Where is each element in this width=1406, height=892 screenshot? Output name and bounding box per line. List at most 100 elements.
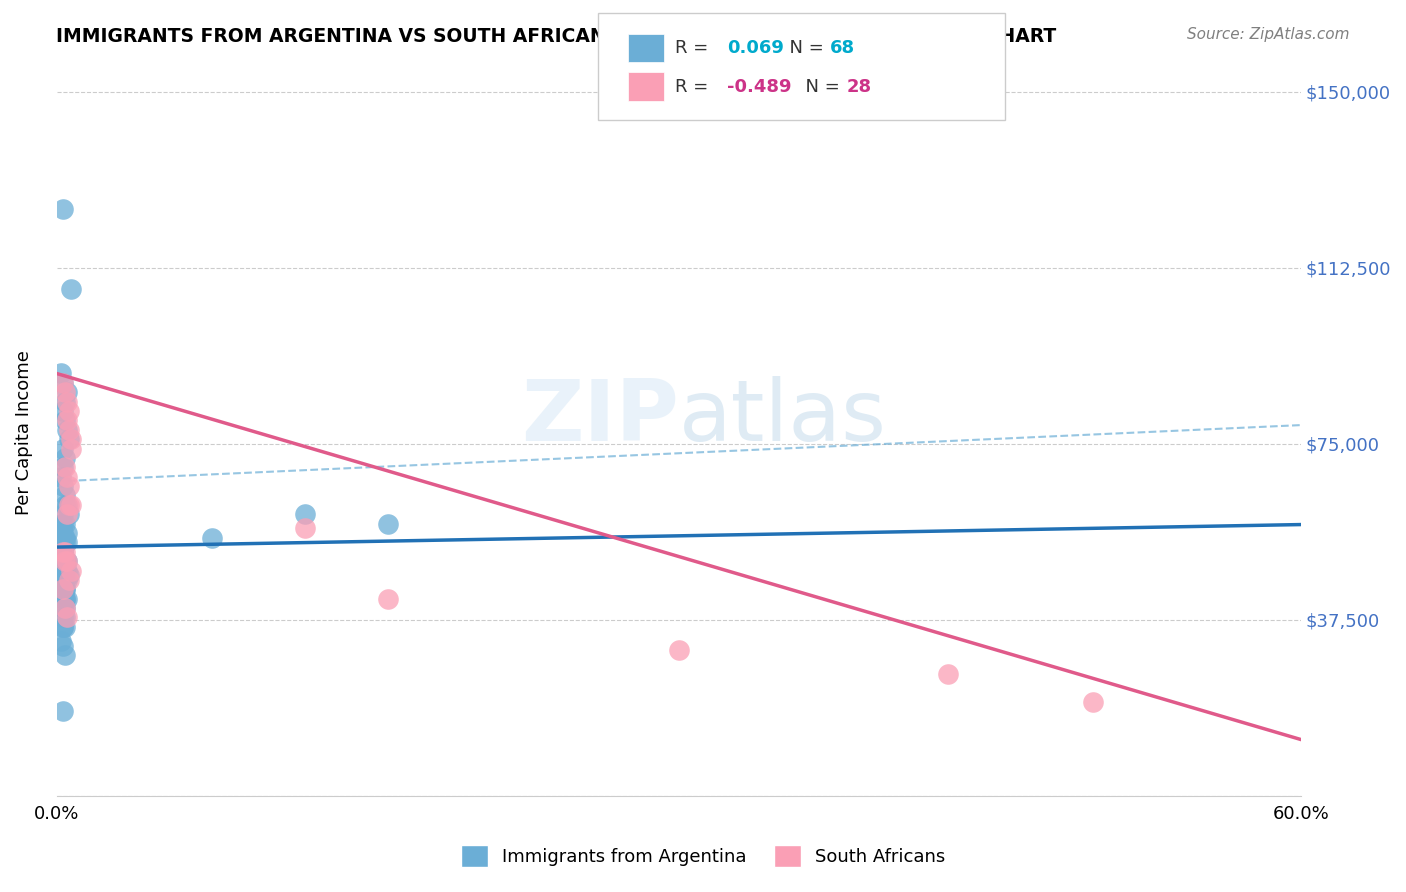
Point (56, 423, 79, 437)
Point (53, 450, 76, 465)
Point (53, 531, 76, 545)
Point (56, 413, 79, 427)
Point (60, 432, 83, 446)
Point (52, 582, 75, 597)
Point (53, 610, 76, 624)
Point (56, 573, 79, 587)
Point (56, 385, 79, 400)
Point (53, 591, 76, 606)
Point (49, 564, 72, 578)
Point (52, 582, 75, 597)
Point (52, 704, 75, 718)
Point (52, 526, 75, 541)
Point (53, 385, 76, 400)
Point (53, 394, 76, 409)
Point (52, 564, 75, 578)
Point (1083, 695, 1105, 709)
Point (49, 516, 72, 531)
Point (52, 582, 75, 597)
Point (53, 413, 76, 427)
Point (58, 508, 80, 522)
Point (377, 591, 399, 606)
Point (52, 545, 75, 559)
Point (52, 508, 75, 522)
Point (56, 508, 79, 522)
Point (58, 423, 80, 437)
Point (56, 498, 79, 512)
Point (294, 521, 316, 535)
Point (53, 582, 76, 597)
Point (201, 531, 224, 545)
Point (53, 620, 76, 634)
Point (53, 591, 76, 606)
Point (56, 469, 79, 483)
Point (49, 469, 72, 483)
Point (53, 516, 76, 531)
Point (60, 442, 83, 456)
Point (60, 498, 83, 512)
Text: ZIP: ZIP (520, 376, 679, 459)
Point (58, 404, 80, 418)
Point (58, 432, 80, 446)
Point (58, 479, 80, 493)
Point (58, 573, 80, 587)
Point (53, 498, 76, 512)
Point (52, 516, 75, 531)
Point (56, 554, 79, 568)
Text: 0.069: 0.069 (727, 39, 783, 57)
Point (52, 460, 75, 475)
Point (58, 498, 80, 512)
Point (52, 442, 75, 456)
Point (56, 564, 79, 578)
Point (56, 535, 79, 549)
Point (60, 282, 83, 296)
Point (52, 376, 75, 390)
Point (936, 666, 959, 681)
Point (56, 610, 79, 624)
Point (60, 564, 83, 578)
Point (52, 610, 75, 624)
Text: Source: ZipAtlas.com: Source: ZipAtlas.com (1187, 27, 1350, 42)
Point (53, 648, 76, 662)
Point (53, 582, 76, 597)
Point (52, 376, 75, 390)
Point (53, 601, 76, 615)
Text: N =: N = (794, 78, 846, 95)
Point (49, 367, 72, 381)
Point (52, 479, 75, 493)
Text: atlas: atlas (679, 376, 887, 459)
Point (377, 516, 399, 531)
Point (53, 601, 76, 615)
Point (52, 404, 75, 418)
Point (53, 535, 76, 549)
Point (52, 620, 75, 634)
Point (53, 545, 76, 559)
Point (56, 554, 79, 568)
Point (52, 620, 75, 634)
Point (56, 526, 79, 541)
Point (53, 564, 76, 578)
Point (668, 643, 690, 657)
Point (56, 591, 79, 606)
Text: R =: R = (675, 39, 714, 57)
Point (53, 488, 76, 502)
Point (52, 545, 75, 559)
Y-axis label: Per Capita Income: Per Capita Income (15, 350, 32, 515)
Text: IMMIGRANTS FROM ARGENTINA VS SOUTH AFRICAN PER CAPITA INCOME CORRELATION CHART: IMMIGRANTS FROM ARGENTINA VS SOUTH AFRIC… (56, 27, 1056, 45)
Text: R =: R = (675, 78, 714, 95)
Text: 68: 68 (830, 39, 855, 57)
Text: 28: 28 (846, 78, 872, 95)
Point (53, 573, 76, 587)
Point (53, 554, 76, 568)
Point (52, 545, 75, 559)
Point (53, 460, 76, 475)
Text: N =: N = (778, 39, 830, 57)
Point (52, 591, 75, 606)
Point (49, 545, 72, 559)
Point (52, 639, 75, 653)
Text: -0.489: -0.489 (727, 78, 792, 95)
Point (58, 568, 80, 582)
Point (52, 535, 75, 549)
Point (52, 554, 75, 568)
Point (52, 591, 75, 606)
